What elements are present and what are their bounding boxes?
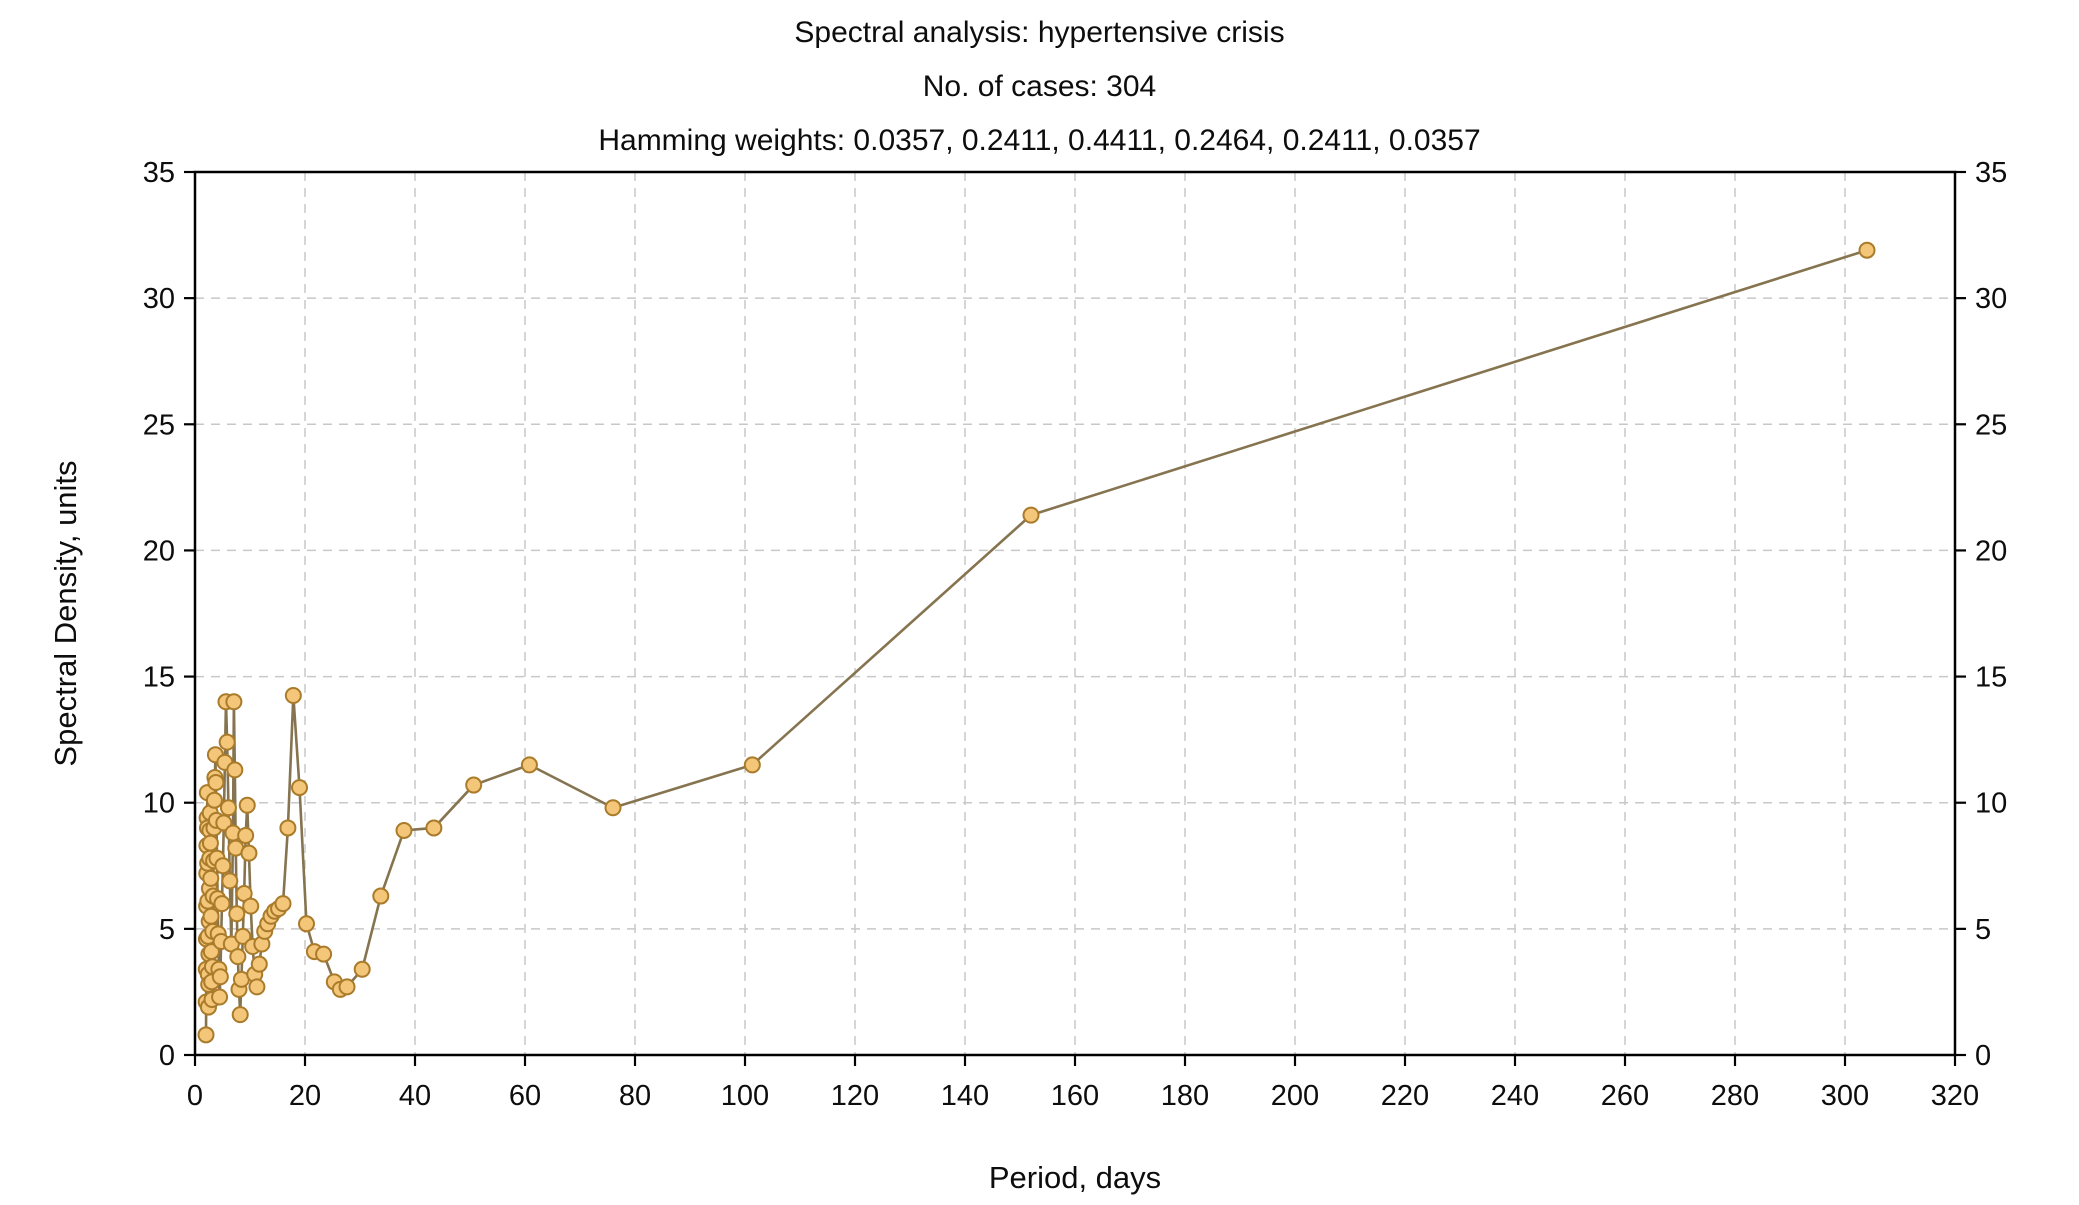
data-point xyxy=(372,887,390,905)
data-point xyxy=(237,827,255,845)
x-axis-label: Period, days xyxy=(989,1160,1161,1195)
data-point xyxy=(211,968,229,986)
x-tick-label: 80 xyxy=(619,1080,651,1112)
data-point xyxy=(250,955,268,973)
y-tick-label-left: 25 xyxy=(143,409,175,441)
x-tick-label: 180 xyxy=(1161,1080,1209,1112)
data-point xyxy=(229,948,247,966)
data-point xyxy=(197,1026,215,1044)
series-line xyxy=(204,248,1869,1037)
data-point xyxy=(202,869,220,887)
x-tick-label: 220 xyxy=(1381,1080,1429,1112)
y-tick-label-right: 0 xyxy=(1975,1040,1991,1072)
data-point xyxy=(274,895,292,913)
data-point xyxy=(284,686,302,704)
data-point xyxy=(353,960,371,978)
x-tick-label: 160 xyxy=(1051,1080,1099,1112)
data-point xyxy=(228,905,246,923)
data-point xyxy=(226,761,244,779)
chart-title: Spectral analysis: hypertensive crisis xyxy=(794,16,1285,49)
chart-subtitle-cases: No. of cases: 304 xyxy=(922,70,1157,103)
y-tick-label-right: 5 xyxy=(1975,914,1991,946)
chart-subtitle-weights: Hamming weights: 0.0357, 0.2411, 0.4411,… xyxy=(598,124,1481,157)
data-point xyxy=(1858,241,1876,259)
y-tick-label-right: 20 xyxy=(1975,535,2007,567)
data-point xyxy=(395,821,413,839)
data-point xyxy=(214,857,232,875)
data-point xyxy=(604,799,622,817)
data-point xyxy=(211,988,229,1006)
data-point xyxy=(201,834,219,852)
x-tick-label: 100 xyxy=(721,1080,769,1112)
x-tick-label: 300 xyxy=(1821,1080,1869,1112)
x-tick-label: 260 xyxy=(1601,1080,1649,1112)
y-tick-label-left: 0 xyxy=(159,1040,175,1072)
x-tick-label: 0 xyxy=(187,1080,203,1112)
x-tick-label: 60 xyxy=(509,1080,541,1112)
y-tick-label-left: 30 xyxy=(143,283,175,315)
data-point xyxy=(297,915,315,933)
data-point xyxy=(207,774,225,792)
data-point xyxy=(248,978,266,996)
data-point xyxy=(743,756,761,774)
data-point xyxy=(465,776,483,794)
x-tick-label: 280 xyxy=(1711,1080,1759,1112)
x-tick-label: 140 xyxy=(941,1080,989,1112)
data-point xyxy=(202,907,220,925)
y-tick-label-left: 20 xyxy=(143,535,175,567)
data-point xyxy=(315,945,333,963)
data-point xyxy=(231,1006,249,1024)
data-point xyxy=(221,872,239,890)
y-axis-label: Spectral Density, units xyxy=(48,460,83,766)
x-tick-label: 240 xyxy=(1491,1080,1539,1112)
data-point xyxy=(225,693,243,711)
y-tick-label-left: 15 xyxy=(143,662,175,694)
y-tick-label-right: 10 xyxy=(1975,788,2007,820)
data-point xyxy=(213,895,231,913)
y-tick-label-right: 30 xyxy=(1975,283,2007,315)
x-tick-label: 200 xyxy=(1271,1080,1319,1112)
y-tick-label-right: 25 xyxy=(1975,409,2007,441)
data-point xyxy=(218,733,236,751)
x-tick-label: 20 xyxy=(289,1080,321,1112)
data-point xyxy=(219,799,237,817)
data-point xyxy=(520,756,538,774)
data-point xyxy=(1022,506,1040,524)
y-tick-label-left: 5 xyxy=(159,914,175,946)
data-point xyxy=(338,978,356,996)
data-point xyxy=(238,796,256,814)
data-point xyxy=(240,844,258,862)
y-tick-label-left: 10 xyxy=(143,788,175,820)
data-point xyxy=(425,819,443,837)
x-tick-label: 120 xyxy=(831,1080,879,1112)
y-tick-label-left: 35 xyxy=(143,157,175,189)
x-tick-label: 40 xyxy=(399,1080,431,1112)
y-tick-label-right: 35 xyxy=(1975,157,2007,189)
data-point xyxy=(279,819,297,837)
x-tick-label: 320 xyxy=(1931,1080,1979,1112)
y-tick-label-right: 15 xyxy=(1975,662,2007,694)
data-point xyxy=(291,779,308,797)
data-point xyxy=(242,897,260,915)
chart-titles: Spectral analysis: hypertensive crisis N… xyxy=(0,6,2079,168)
data-point xyxy=(205,791,223,809)
data-point xyxy=(234,927,252,945)
